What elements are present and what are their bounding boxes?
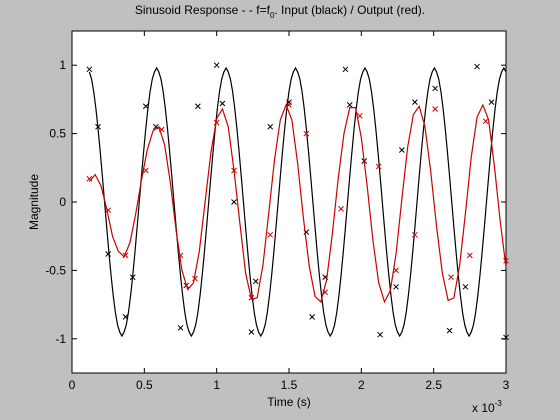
input-data-point-marker	[377, 331, 383, 338]
x-tick-label: 1.5	[281, 378, 298, 392]
output-data-point-marker	[86, 175, 93, 182]
x-axis-exponent: x 10-3	[472, 399, 502, 415]
input-data-point-marker	[267, 123, 274, 130]
y-tick-label: 0.5	[49, 127, 66, 141]
input-data-point-marker	[446, 327, 453, 334]
output-data-point-marker	[466, 252, 473, 259]
output-data-point-marker	[393, 267, 399, 274]
input-data-point-marker	[105, 251, 112, 257]
x-axis-label: Time (s)	[267, 395, 311, 409]
input-data-point-marker	[153, 123, 159, 130]
y-tick-label: 1	[59, 58, 66, 72]
output-data-point-marker	[177, 252, 184, 259]
output-data-point-marker	[231, 167, 237, 174]
x-tick-label: 1	[213, 378, 220, 392]
y-tick-label: -1	[55, 332, 66, 346]
input-data-point-marker	[393, 283, 399, 290]
input-data-point-marker	[462, 283, 469, 290]
output-data-point-marker	[213, 119, 220, 126]
output-data-point-marker	[322, 289, 329, 296]
input-data-point-marker	[195, 103, 201, 110]
output-data-point-marker	[503, 257, 509, 264]
chart-title-suffix: . Input (black) / Output (red).	[274, 3, 425, 17]
x-tick-label: 2.5	[425, 378, 442, 392]
x-tick-label: 2	[358, 378, 365, 392]
output-data-point-marker	[357, 112, 363, 119]
y-tick-label: 0	[59, 195, 66, 209]
x-axis-exponent-base: x 10	[472, 401, 495, 415]
input-data-point-marker	[213, 62, 220, 69]
output-data-point-marker	[122, 252, 129, 259]
chart-title-subscript: 0	[270, 11, 275, 20]
x-tick-label: 0.5	[136, 378, 153, 392]
output-data-point-marker	[432, 106, 438, 112]
input-data-point-marker	[398, 147, 405, 153]
input-series-line	[88, 66, 507, 338]
input-data-point-marker	[231, 199, 237, 205]
output-data-point-marker	[192, 275, 198, 282]
y-tick-label: -0.5	[45, 263, 66, 277]
x-axis-exponent-power: -3	[495, 399, 503, 408]
input-data-point-marker	[86, 66, 93, 73]
output-series-line	[88, 103, 507, 304]
input-data-point-marker	[474, 63, 480, 70]
input-data-point-marker	[219, 100, 226, 107]
y-axis-label: Magnitude	[27, 174, 41, 230]
input-data-point-marker	[342, 66, 349, 73]
input-data-point-marker	[129, 274, 136, 281]
input-data-point-marker	[346, 102, 353, 108]
input-data-point-marker	[252, 278, 259, 285]
chart-title: Sinusoid Response - - f=f0. Input (black…	[135, 3, 425, 20]
x-tick-label: 0	[69, 378, 76, 392]
output-data-point-marker	[303, 130, 310, 137]
plot-area	[71, 30, 507, 374]
input-data-point-marker	[95, 123, 101, 130]
input-data-point-marker	[248, 329, 255, 335]
output-data-point-marker	[142, 167, 149, 174]
input-data-point-marker	[309, 314, 316, 320]
input-data-point-marker	[122, 314, 129, 320]
output-data-point-marker	[158, 126, 165, 133]
x-tick-label: 3	[503, 378, 510, 392]
input-data-point-marker	[488, 99, 495, 105]
output-data-point-marker	[105, 207, 112, 214]
output-data-point-marker	[482, 118, 489, 125]
output-data-point-marker	[448, 274, 454, 281]
input-data-point-marker	[432, 85, 438, 92]
plot-layer	[86, 62, 509, 341]
chart-title-main: Sinusoid Response - - f=f	[135, 3, 271, 17]
input-data-point-marker	[412, 99, 418, 105]
output-data-point-marker	[286, 102, 292, 108]
input-data-point-marker	[142, 103, 149, 110]
output-data-point-marker	[248, 294, 255, 301]
input-data-point-marker	[177, 325, 184, 331]
output-data-point-marker	[412, 231, 418, 238]
output-data-point-marker	[338, 205, 344, 212]
output-data-point-marker	[267, 231, 274, 238]
y-axis-ticks: -1 -0.5 0 0.5 1	[45, 58, 506, 346]
output-data-point-marker	[375, 163, 382, 170]
x-axis-ticks: 0 0.5 1 1.5 2 2.5 3	[69, 31, 510, 392]
